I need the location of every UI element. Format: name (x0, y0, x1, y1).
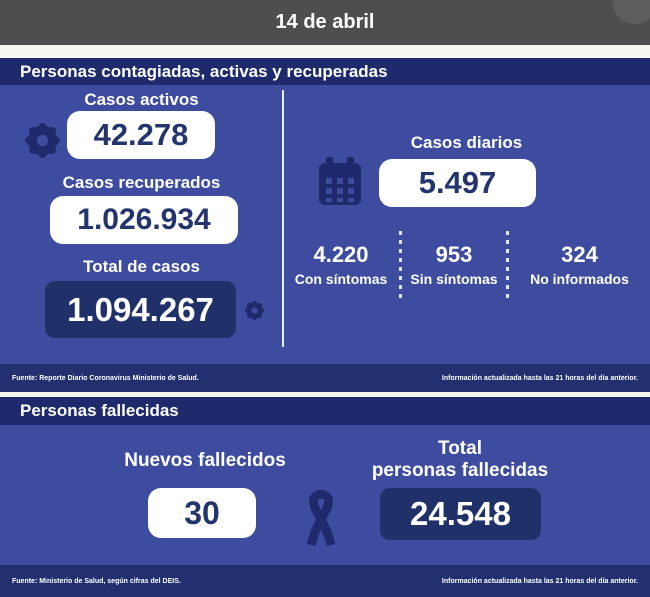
sin-sintomas-value: 953 (435, 242, 473, 267)
total-casos-label: Total de casos (83, 257, 200, 276)
virus-icon (244, 300, 265, 321)
daily-cases-column: Casos diarios 5.497 (283, 85, 650, 364)
casos-diarios-value: 5.497 (379, 159, 536, 207)
fallecidos-update-note: Información actualizada hasta las 21 hor… (441, 577, 638, 585)
vertical-divider (282, 90, 284, 347)
section-contagios-body: Casos activos 42.278 Casos recuperados 1… (0, 85, 650, 364)
total-fallecidos-value: 24.548 (380, 488, 541, 540)
breakdown-sin-sintomas: 953 Sin síntomas (402, 227, 506, 302)
con-sintomas-label: Con síntomas (294, 271, 388, 287)
section-fallecidos-header: Personas fallecidas (0, 397, 650, 425)
total-fallecidos-label: Total personas fallecidas (310, 438, 610, 482)
casos-activos-label: Casos activos (84, 90, 199, 109)
no-informados-value: 324 (561, 242, 598, 267)
section-contagios-header: Personas contagiadas, activas y recupera… (0, 58, 650, 85)
sin-sintomas-label: Sin síntomas (410, 271, 498, 287)
corner-circle-decoration (612, 0, 650, 24)
section-contagios: Personas contagiadas, activas y recupera… (0, 58, 650, 392)
dotted-separator (506, 231, 509, 298)
section-fallecidos-footer: Fuente: Ministerio de Salud, según cifra… (0, 565, 650, 597)
daily-breakdown-row: 4.220 Con síntomas 953 Sin síntomas 324 … (283, 227, 650, 302)
casos-recuperados-label: Casos recuperados (62, 173, 221, 192)
calendar-icon (319, 157, 361, 205)
casos-diarios-label: Casos diarios (410, 133, 523, 152)
casos-activos-value: 42.278 (67, 111, 215, 159)
dotted-separator (399, 231, 402, 298)
breakdown-con-sintomas: 4.220 Con síntomas (283, 227, 399, 302)
total-fallecidos-label-line2: personas fallecidas (371, 460, 549, 481)
con-sintomas-value: 4.220 (313, 242, 369, 267)
section-contagios-title: Personas contagiadas, activas y recupera… (20, 61, 388, 81)
section-fallecidos-title: Personas fallecidas (20, 401, 179, 420)
fallecidos-source-note: Fuente: Ministerio de Salud, según cifra… (12, 577, 181, 585)
section-fallecidos-body: Nuevos fallecidos 30 Total personas fall… (0, 425, 650, 565)
virus-icon (25, 123, 60, 158)
no-informados-label: No informados (530, 271, 629, 287)
date-header-bar: 14 de abril (0, 0, 650, 45)
contagios-source-note: Fuente: Reporte Diario Coronavirus Minis… (12, 374, 199, 382)
section-fallecidos: Personas fallecidas Nuevos fallecidos 30… (0, 397, 650, 597)
casos-recuperados-value: 1.026.934 (50, 196, 238, 244)
total-fallecidos-label-line1: Total (438, 438, 482, 459)
breakdown-no-informados: 324 No informados (509, 227, 650, 302)
nuevos-fallecidos-label: Nuevos fallecidos (124, 450, 286, 471)
total-casos-value: 1.094.267 (45, 281, 236, 338)
nuevos-fallecidos-value: 30 (148, 488, 256, 538)
date-title: 14 de abril (275, 11, 375, 33)
contagios-update-note: Información actualizada hasta las 21 hor… (441, 374, 638, 382)
awareness-ribbon-icon (306, 490, 336, 547)
section-contagios-footer: Fuente: Reporte Diario Coronavirus Minis… (0, 364, 650, 392)
